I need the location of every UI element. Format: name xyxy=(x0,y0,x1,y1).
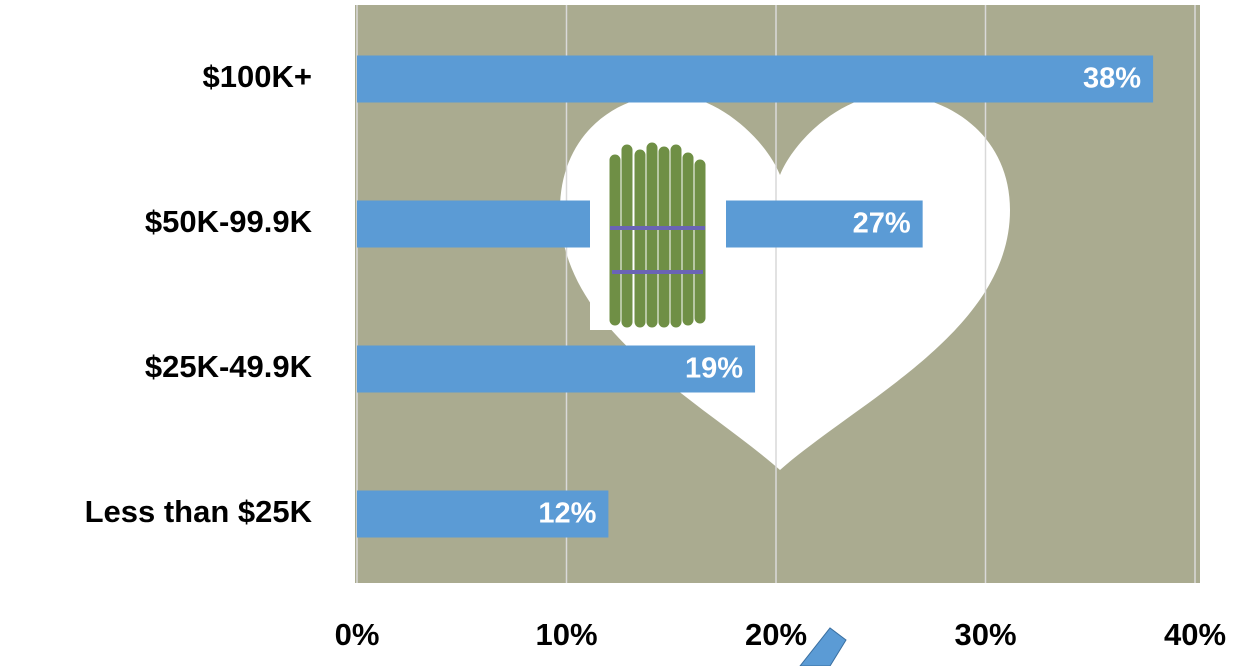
value-label: 38% xyxy=(1083,63,1141,95)
category-label: Less than $25K xyxy=(85,494,313,529)
labels: 0% 10% 20% 30% 40% $100K+ 38% $50K-99.9K 27% $25K… xyxy=(85,59,1226,652)
x-tick-label: 10% xyxy=(535,617,597,652)
x-tick-label: 20% xyxy=(745,617,807,652)
callout-shape xyxy=(799,627,847,666)
bar xyxy=(357,490,609,538)
asparagus xyxy=(590,142,726,330)
category-label: $25K-49.9K xyxy=(145,349,313,384)
x-tick-label: 30% xyxy=(954,617,1016,652)
x-tick-label: 0% xyxy=(335,617,380,652)
bar xyxy=(357,55,1154,103)
bar xyxy=(357,345,756,393)
category-label: $100K+ xyxy=(203,59,312,94)
asparagus-stalks xyxy=(609,142,706,328)
x-tick-label: 40% xyxy=(1164,617,1226,652)
category-label: $50K-99.9K xyxy=(145,204,313,239)
value-label: 27% xyxy=(853,208,911,240)
value-label: 19% xyxy=(685,353,743,385)
value-label: 12% xyxy=(538,498,596,530)
asparagus-bands xyxy=(610,226,705,274)
